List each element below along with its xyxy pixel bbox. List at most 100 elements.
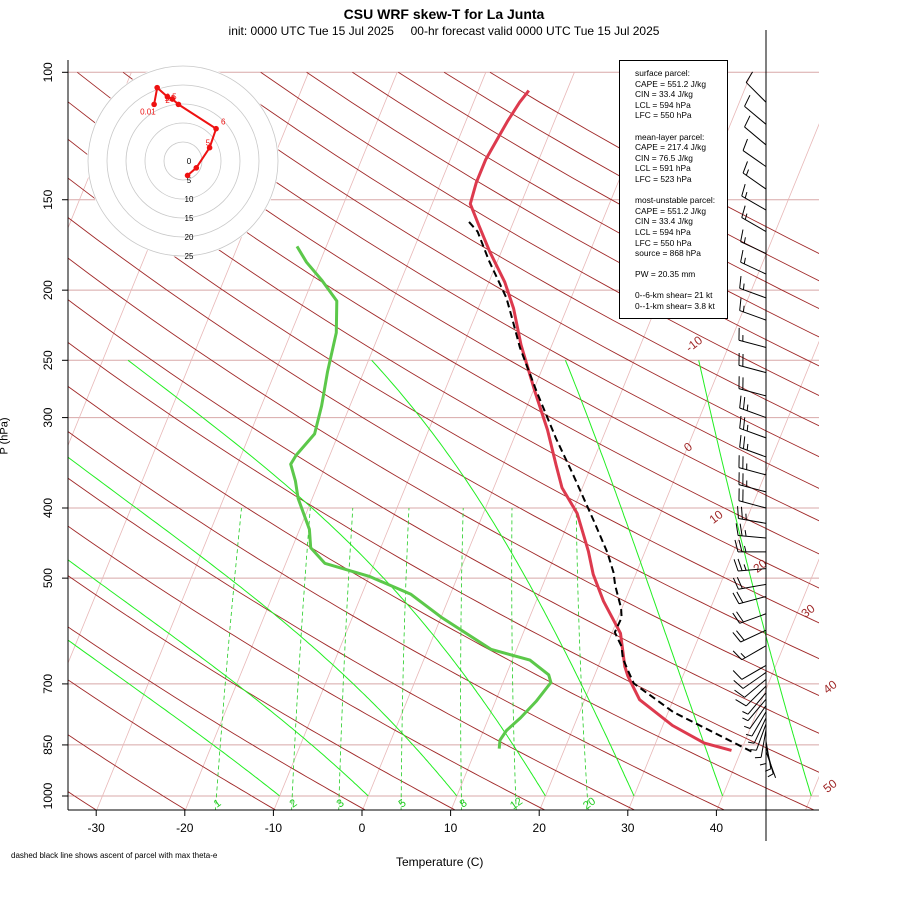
wind-barb [745, 71, 767, 103]
barb-shaft [741, 645, 767, 661]
barb-half-flag [742, 717, 749, 722]
barb-shaft [747, 698, 767, 722]
barb-shaft [747, 692, 767, 715]
x-tick-label: 30 [621, 821, 635, 835]
barb-shaft [740, 261, 767, 275]
barb-flag [739, 434, 742, 448]
barb-shaft [740, 629, 767, 643]
hodograph-label: 1.5 [164, 94, 176, 103]
isotherm-label: 10 [706, 507, 725, 526]
hodograph-ring [87, 65, 279, 257]
chart-title: CSU WRF skew-T for La Junta [343, 6, 545, 22]
y-tick-label: 500 [41, 568, 55, 588]
barb-flag [734, 689, 745, 698]
isotherm-line [184, 72, 487, 810]
barb-flag [736, 611, 744, 623]
wind-barb [732, 611, 767, 624]
wind-barb [739, 298, 767, 321]
barb-shaft [738, 517, 767, 524]
parcel-line [466, 219, 752, 753]
dry-adiabat [214, 71, 819, 427]
barb-flag [732, 650, 743, 661]
barb-half-flag [765, 768, 772, 772]
chart-subtitle: init: 0000 UTC Tue 15 Jul 2025 00-hr for… [228, 24, 660, 38]
isotherm-label: 20 [750, 556, 769, 575]
barb-flag [732, 670, 743, 680]
barb-shaft [745, 685, 767, 707]
hodograph-point [193, 165, 200, 171]
hodograph-label: 5 [206, 139, 211, 148]
moist-adiabat [68, 639, 280, 797]
barb-shaft [738, 484, 767, 493]
wind-barb [732, 591, 767, 605]
stats-line: CIN = 76.5 J/kg [635, 152, 693, 163]
barb-flag [738, 539, 743, 553]
dry-adiabat [122, 71, 819, 489]
hodograph-point [169, 96, 176, 102]
stats-line: LCL = 594 hPa [635, 99, 691, 110]
dry-adiabat [306, 71, 819, 367]
dry-adiabat [68, 525, 546, 810]
stats-line: LCL = 594 hPa [635, 226, 691, 237]
wind-barb [733, 672, 767, 689]
barb-half-flag [744, 545, 747, 553]
barb-half-flag [750, 749, 757, 751]
barb-shaft [739, 446, 767, 458]
mixing-ratio-line [400, 507, 410, 810]
moist-adiabat [564, 360, 724, 797]
hodograph-ring-label: 25 [185, 252, 194, 261]
hodograph-label: 2 [165, 96, 170, 105]
wind-barb [742, 161, 767, 190]
barb-shaft [745, 82, 767, 103]
x-tick-label: -10 [265, 821, 283, 835]
dry-adiabat [68, 216, 819, 660]
moist-adiabat [68, 456, 458, 797]
hodograph-label: 0.5 [165, 92, 177, 101]
wind-barb [742, 138, 767, 168]
y-tick-label: 400 [41, 498, 55, 518]
hodograph-point [175, 101, 182, 108]
wind-barb [741, 184, 767, 211]
mixing-ratio-label: 5 [397, 797, 409, 810]
barb-flag [736, 591, 744, 603]
barb-half-flag [742, 711, 749, 715]
dry-adiabat [168, 71, 819, 458]
y-tick-label: 850 [41, 735, 55, 755]
barb-flag [741, 205, 746, 218]
barb-flag [734, 539, 739, 553]
stats-line: source = 868 hPa [635, 248, 701, 259]
wind-barb [738, 472, 767, 493]
barb-half-flag [742, 305, 745, 312]
wind-barb [739, 275, 767, 299]
barb-flag [737, 506, 739, 519]
hodograph-label: 0.01 [140, 107, 156, 116]
stats-line: LFC = 523 hPa [635, 173, 692, 184]
barb-half-flag [744, 191, 748, 199]
barb-shaft [755, 723, 767, 751]
wind-barb [754, 729, 767, 759]
wind-barb [750, 723, 767, 751]
barb-half-flag [745, 733, 753, 737]
isotherm-line [716, 558, 819, 810]
barb-shaft [739, 287, 767, 299]
barb-half-flag [745, 169, 750, 176]
x-tick-label: -20 [176, 821, 194, 835]
hodograph-point [184, 172, 191, 179]
wind-barb [734, 678, 767, 698]
hodograph-ring [163, 141, 203, 181]
barb-shaft [740, 241, 767, 254]
hodograph-point [206, 144, 213, 151]
barb-flag [742, 161, 748, 174]
x-tick-label: 40 [710, 821, 724, 835]
y-tick-label: 700 [41, 674, 55, 694]
barb-flag [736, 630, 745, 641]
barb-shaft [738, 364, 767, 374]
stats-line: most-unstable parcel: [635, 195, 716, 206]
wind-barb [732, 629, 767, 643]
y-tick-label: 200 [41, 280, 55, 300]
dry-adiabat [68, 138, 819, 589]
wind-barb [744, 115, 767, 146]
dry-adiabat [68, 299, 819, 734]
wind-barb [742, 698, 767, 722]
moist-adiabat [127, 359, 546, 797]
